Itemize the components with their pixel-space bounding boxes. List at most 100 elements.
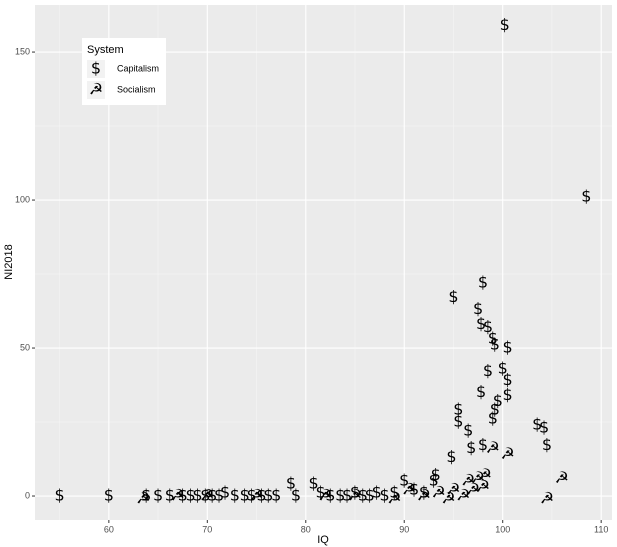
y-tick-label: 50 bbox=[20, 342, 30, 352]
point: $ bbox=[409, 480, 419, 499]
point: ☭ bbox=[402, 480, 416, 499]
point: $ bbox=[446, 447, 456, 466]
point: ☭ bbox=[486, 438, 500, 457]
x-tick-label: 100 bbox=[495, 524, 510, 534]
point: $ bbox=[478, 272, 488, 291]
point: $ bbox=[532, 414, 542, 433]
y-axis-title: NI2018 bbox=[3, 244, 15, 279]
point: ☭ bbox=[200, 486, 214, 505]
point: ☭ bbox=[171, 486, 185, 505]
point: $ bbox=[220, 483, 230, 502]
point: $ bbox=[263, 486, 273, 505]
point: ☭ bbox=[136, 488, 150, 507]
point: $ bbox=[153, 486, 163, 505]
point: ☭ bbox=[461, 471, 475, 490]
point: $ bbox=[399, 471, 409, 490]
point: $ bbox=[476, 382, 486, 401]
point: $ bbox=[335, 486, 345, 505]
point: ☭ bbox=[500, 444, 514, 463]
point: $ bbox=[431, 465, 441, 484]
point: $ bbox=[490, 400, 500, 419]
legend: System $ Capitalism ☭ Socialism bbox=[82, 38, 166, 105]
point: ☭ bbox=[446, 480, 460, 499]
point: $ bbox=[488, 409, 498, 428]
point: ☭ bbox=[387, 488, 401, 507]
point: $ bbox=[247, 486, 257, 505]
x-tick-label: 110 bbox=[594, 524, 608, 534]
point: $ bbox=[581, 187, 591, 206]
point: $ bbox=[365, 486, 375, 505]
point: ☭ bbox=[466, 480, 480, 499]
point: $ bbox=[503, 370, 513, 389]
point: $ bbox=[542, 435, 552, 454]
point: $ bbox=[104, 486, 114, 505]
point: ☭ bbox=[540, 488, 554, 507]
point: $ bbox=[325, 486, 335, 505]
point: $ bbox=[500, 15, 510, 34]
point: $ bbox=[55, 486, 65, 505]
point: $ bbox=[419, 483, 429, 502]
x-tick-label: 80 bbox=[301, 524, 311, 534]
point: $ bbox=[483, 361, 493, 380]
point: $ bbox=[165, 486, 175, 505]
point: $ bbox=[358, 486, 368, 505]
point: $ bbox=[498, 358, 508, 377]
point: $ bbox=[473, 299, 483, 318]
y-tick-label: 150 bbox=[15, 46, 30, 56]
legend-key bbox=[87, 60, 105, 78]
point: $ bbox=[448, 287, 458, 306]
point: $ bbox=[178, 486, 188, 505]
point: $ bbox=[429, 471, 439, 490]
point: $ bbox=[271, 486, 281, 505]
point: $ bbox=[207, 486, 217, 505]
point: ☭ bbox=[478, 465, 492, 484]
point: $ bbox=[503, 385, 513, 404]
point: ☭ bbox=[476, 477, 490, 496]
point: $ bbox=[192, 486, 202, 505]
legend-marker: $ bbox=[91, 59, 101, 78]
point: ☭ bbox=[471, 468, 485, 487]
point: $ bbox=[453, 400, 463, 419]
point: $ bbox=[214, 486, 224, 505]
y-tick-label: 100 bbox=[15, 194, 30, 204]
point: ☭ bbox=[456, 486, 470, 505]
point: $ bbox=[342, 486, 352, 505]
point: $ bbox=[466, 438, 476, 457]
point: $ bbox=[389, 483, 399, 502]
point: ☭ bbox=[555, 468, 569, 487]
point: $ bbox=[379, 486, 389, 505]
point: $ bbox=[463, 420, 473, 439]
point: $ bbox=[372, 483, 382, 502]
point: $ bbox=[476, 314, 486, 333]
point: $ bbox=[478, 435, 488, 454]
point: $ bbox=[185, 486, 195, 505]
point: $ bbox=[315, 483, 325, 502]
point: $ bbox=[286, 474, 296, 493]
point: $ bbox=[488, 329, 498, 348]
x-tick-label: 90 bbox=[399, 524, 409, 534]
legend-label: Capitalism bbox=[117, 63, 159, 73]
legend-title: System bbox=[87, 44, 124, 56]
point: ☭ bbox=[249, 486, 263, 505]
point: $ bbox=[291, 486, 301, 505]
point: ☭ bbox=[318, 486, 332, 505]
point: $ bbox=[483, 317, 493, 336]
y-tick-label: 0 bbox=[25, 490, 30, 500]
point: ☭ bbox=[432, 483, 446, 502]
x-tick-label: 70 bbox=[202, 524, 212, 534]
legend-key bbox=[87, 81, 105, 99]
point: $ bbox=[490, 335, 500, 354]
point: ☭ bbox=[417, 486, 431, 505]
point: $ bbox=[256, 486, 266, 505]
x-axis-title: IQ bbox=[317, 534, 329, 546]
point: $ bbox=[539, 417, 549, 436]
point: ☭ bbox=[348, 486, 362, 505]
point: $ bbox=[141, 486, 151, 505]
legend-label: Socialism bbox=[117, 84, 156, 94]
point: $ bbox=[240, 486, 250, 505]
x-tick-label: 60 bbox=[104, 524, 114, 534]
point: $ bbox=[200, 486, 210, 505]
point: $ bbox=[230, 486, 240, 505]
point: $ bbox=[309, 474, 319, 493]
